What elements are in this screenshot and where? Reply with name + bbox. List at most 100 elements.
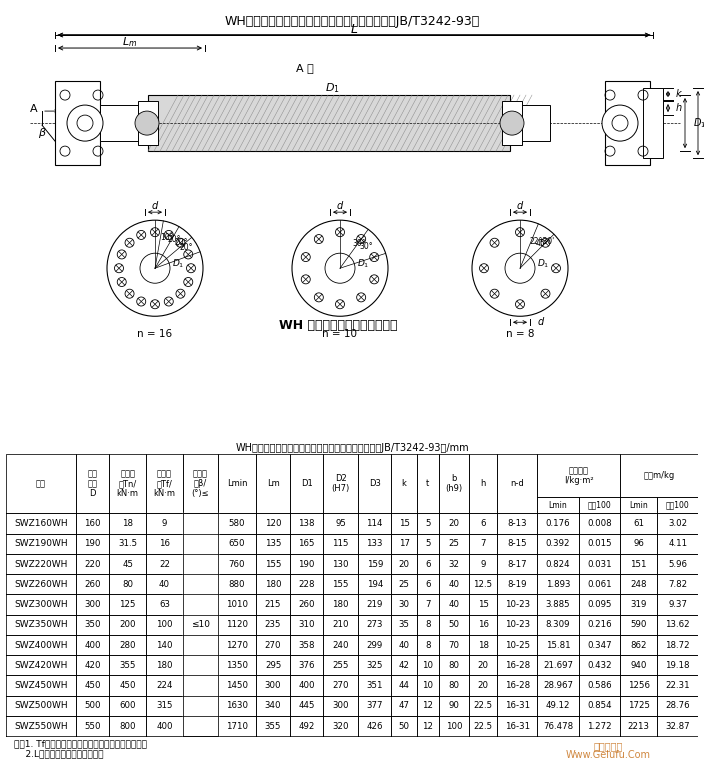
Text: b
(h9): b (h9) — [446, 474, 463, 493]
Text: 7: 7 — [480, 539, 486, 548]
Text: 580: 580 — [229, 519, 245, 528]
Text: SWZ400WH: SWZ400WH — [14, 640, 68, 650]
Text: 800: 800 — [120, 722, 136, 730]
Text: 31.5: 31.5 — [118, 539, 137, 548]
Bar — [138, 101, 158, 145]
Text: 376: 376 — [298, 660, 315, 670]
Text: SWZ260WH: SWZ260WH — [14, 580, 68, 589]
Text: 0.015: 0.015 — [587, 539, 612, 548]
Text: d: d — [538, 318, 544, 328]
Text: 42: 42 — [398, 660, 410, 670]
Text: 138: 138 — [298, 519, 315, 528]
Text: 350: 350 — [84, 621, 101, 629]
Text: 295: 295 — [265, 660, 282, 670]
Text: 492: 492 — [298, 722, 315, 730]
Text: 351: 351 — [367, 681, 383, 690]
Text: D: D — [703, 118, 704, 128]
Text: 质量m/kg: 质量m/kg — [643, 471, 675, 480]
Text: 210: 210 — [332, 621, 349, 629]
Text: 96: 96 — [633, 539, 644, 548]
Text: A 向: A 向 — [296, 63, 314, 73]
Text: d: d — [337, 201, 343, 211]
Text: 80: 80 — [448, 681, 460, 690]
Text: 325: 325 — [367, 660, 383, 670]
Text: 215: 215 — [265, 600, 282, 609]
Text: 20°: 20° — [174, 239, 187, 247]
Text: 8-17: 8-17 — [508, 559, 527, 568]
Text: 862: 862 — [630, 640, 647, 650]
Text: 40: 40 — [398, 640, 410, 650]
Text: 1630: 1630 — [226, 701, 248, 710]
Text: $D_1$: $D_1$ — [357, 258, 370, 271]
Text: 120: 120 — [265, 519, 282, 528]
Text: 15: 15 — [398, 519, 410, 528]
Text: 320: 320 — [332, 722, 349, 730]
Text: $D_1$: $D_1$ — [325, 81, 339, 95]
Text: 270: 270 — [265, 640, 282, 650]
Text: 140: 140 — [156, 640, 172, 650]
Text: 155: 155 — [332, 580, 349, 589]
Text: 2.L为安装长度，按需要确定。: 2.L为安装长度，按需要确定。 — [14, 749, 103, 759]
Text: 28.967: 28.967 — [543, 681, 573, 690]
Text: 300: 300 — [84, 600, 101, 609]
Text: 25: 25 — [398, 580, 410, 589]
Text: 400: 400 — [84, 640, 101, 650]
Text: 880: 880 — [229, 580, 245, 589]
Text: 22°30': 22°30' — [529, 237, 555, 245]
Circle shape — [67, 105, 103, 141]
Text: 8-13: 8-13 — [508, 519, 527, 528]
Text: 12: 12 — [422, 722, 434, 730]
Text: SWZ190WH: SWZ190WH — [14, 539, 68, 548]
Text: WH 型无伸缩焊接式万向联轴器: WH 型无伸缩焊接式万向联轴器 — [279, 319, 397, 332]
Text: 10-23: 10-23 — [505, 600, 529, 609]
Text: 9.37: 9.37 — [668, 600, 687, 609]
Text: SWZ220WH: SWZ220WH — [14, 559, 68, 568]
Text: k: k — [676, 89, 681, 99]
Text: 159: 159 — [367, 559, 383, 568]
Text: 6: 6 — [425, 580, 431, 589]
Text: 160: 160 — [84, 519, 101, 528]
Text: 228: 228 — [298, 580, 315, 589]
Text: 100: 100 — [446, 722, 463, 730]
Text: D2
(H7): D2 (H7) — [332, 474, 350, 493]
Text: 450: 450 — [84, 681, 101, 690]
Text: 1710: 1710 — [226, 722, 248, 730]
Text: 20: 20 — [477, 681, 489, 690]
Text: 200: 200 — [120, 621, 136, 629]
Text: WH型无伸缩焊接式万向联轴器基本参数和主要尺寸（JB/T3242-93）/mm: WH型无伸缩焊接式万向联轴器基本参数和主要尺寸（JB/T3242-93）/mm — [235, 443, 469, 453]
Text: 20: 20 — [398, 559, 410, 568]
Text: D3: D3 — [369, 479, 381, 488]
Text: SWZ420WH: SWZ420WH — [14, 660, 68, 670]
Text: 15.81: 15.81 — [546, 640, 570, 650]
Text: 7.82: 7.82 — [668, 580, 687, 589]
Text: 80: 80 — [122, 580, 133, 589]
Polygon shape — [148, 95, 510, 151]
Text: 310: 310 — [298, 621, 315, 629]
Text: 80: 80 — [448, 660, 460, 670]
Text: 44: 44 — [398, 681, 410, 690]
Bar — [55, 81, 100, 165]
Text: 0.176: 0.176 — [546, 519, 570, 528]
Text: n-d: n-d — [510, 479, 524, 488]
Text: 130: 130 — [332, 559, 349, 568]
Text: SWZ550WH: SWZ550WH — [14, 722, 68, 730]
Text: 270: 270 — [332, 681, 349, 690]
Text: 28.76: 28.76 — [665, 701, 690, 710]
Text: 转动惯量
I/kg·m²: 转动惯量 I/kg·m² — [564, 466, 593, 485]
Text: 7: 7 — [425, 600, 431, 609]
Text: 20: 20 — [448, 519, 460, 528]
Text: 30°: 30° — [360, 242, 373, 252]
Text: 1256: 1256 — [627, 681, 650, 690]
Text: 8-19: 8-19 — [508, 580, 527, 589]
Text: $D_1$: $D_1$ — [172, 258, 184, 271]
Text: 445: 445 — [298, 701, 315, 710]
Text: 155: 155 — [265, 559, 282, 568]
Text: 40: 40 — [448, 580, 460, 589]
Text: 240: 240 — [332, 640, 349, 650]
Text: 760: 760 — [229, 559, 245, 568]
Text: k: k — [402, 479, 407, 488]
Text: 224: 224 — [156, 681, 172, 690]
Text: Www.Gelufu.Com: Www.Gelufu.Com — [566, 749, 650, 759]
Text: Lmin: Lmin — [227, 479, 247, 488]
Text: 22.31: 22.31 — [665, 681, 690, 690]
